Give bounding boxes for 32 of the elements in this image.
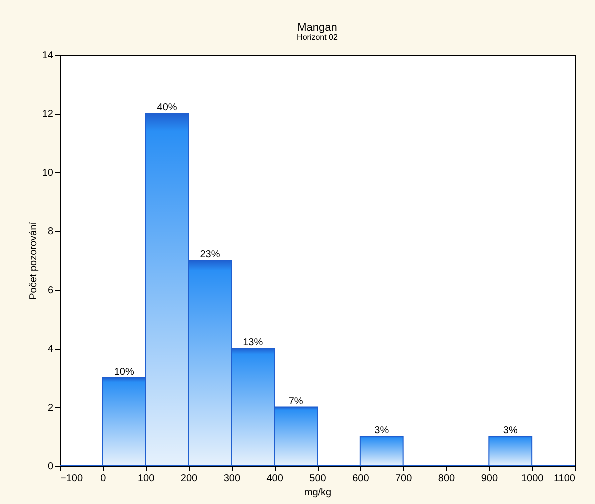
y-tick-label: 6 — [48, 285, 54, 296]
x-tick-label: 0 — [100, 474, 107, 484]
x-tick-label: 900 — [481, 474, 498, 484]
y-tick-label: 10 — [42, 168, 54, 179]
y-tick-label: 4 — [48, 344, 54, 356]
x-axis-title: mg/kg — [304, 488, 332, 498]
x-tick-label: 600 — [352, 474, 370, 484]
annotation: 40% — [157, 102, 178, 114]
y-tick-label: 2 — [48, 402, 54, 414]
x-tick-label: 700 — [395, 474, 413, 484]
x-tick-label: 300 — [224, 474, 241, 484]
x-tick-label: 400 — [266, 474, 284, 484]
y-tick-label: 8 — [48, 226, 54, 238]
annotation: 13% — [243, 338, 264, 349]
annotation: 3% — [503, 426, 518, 437]
y-axis-title: Počet pozorování — [28, 222, 40, 300]
y-tick-label: 12 — [42, 109, 54, 120]
x-tick-label: 200 — [180, 474, 198, 484]
annotation: 23% — [200, 250, 220, 260]
chart-subtitle: Horizont 02 — [297, 33, 338, 42]
annotation: 3% — [374, 426, 390, 437]
x-tick-label: 1100 — [554, 474, 576, 484]
y-tick-label: 14 — [42, 50, 54, 62]
x-tick-label: 100 — [138, 474, 156, 484]
x-tick-label: 1000 — [521, 474, 544, 484]
chart-title: Mangan — [298, 22, 338, 34]
x-tick-label: −100 — [60, 474, 84, 484]
x-tick-label: 500 — [310, 474, 327, 484]
annotation: 10% — [114, 366, 134, 378]
annotation: 7% — [288, 396, 304, 408]
x-tick-label: 800 — [438, 474, 456, 484]
y-tick-label: 0 — [48, 462, 54, 472]
